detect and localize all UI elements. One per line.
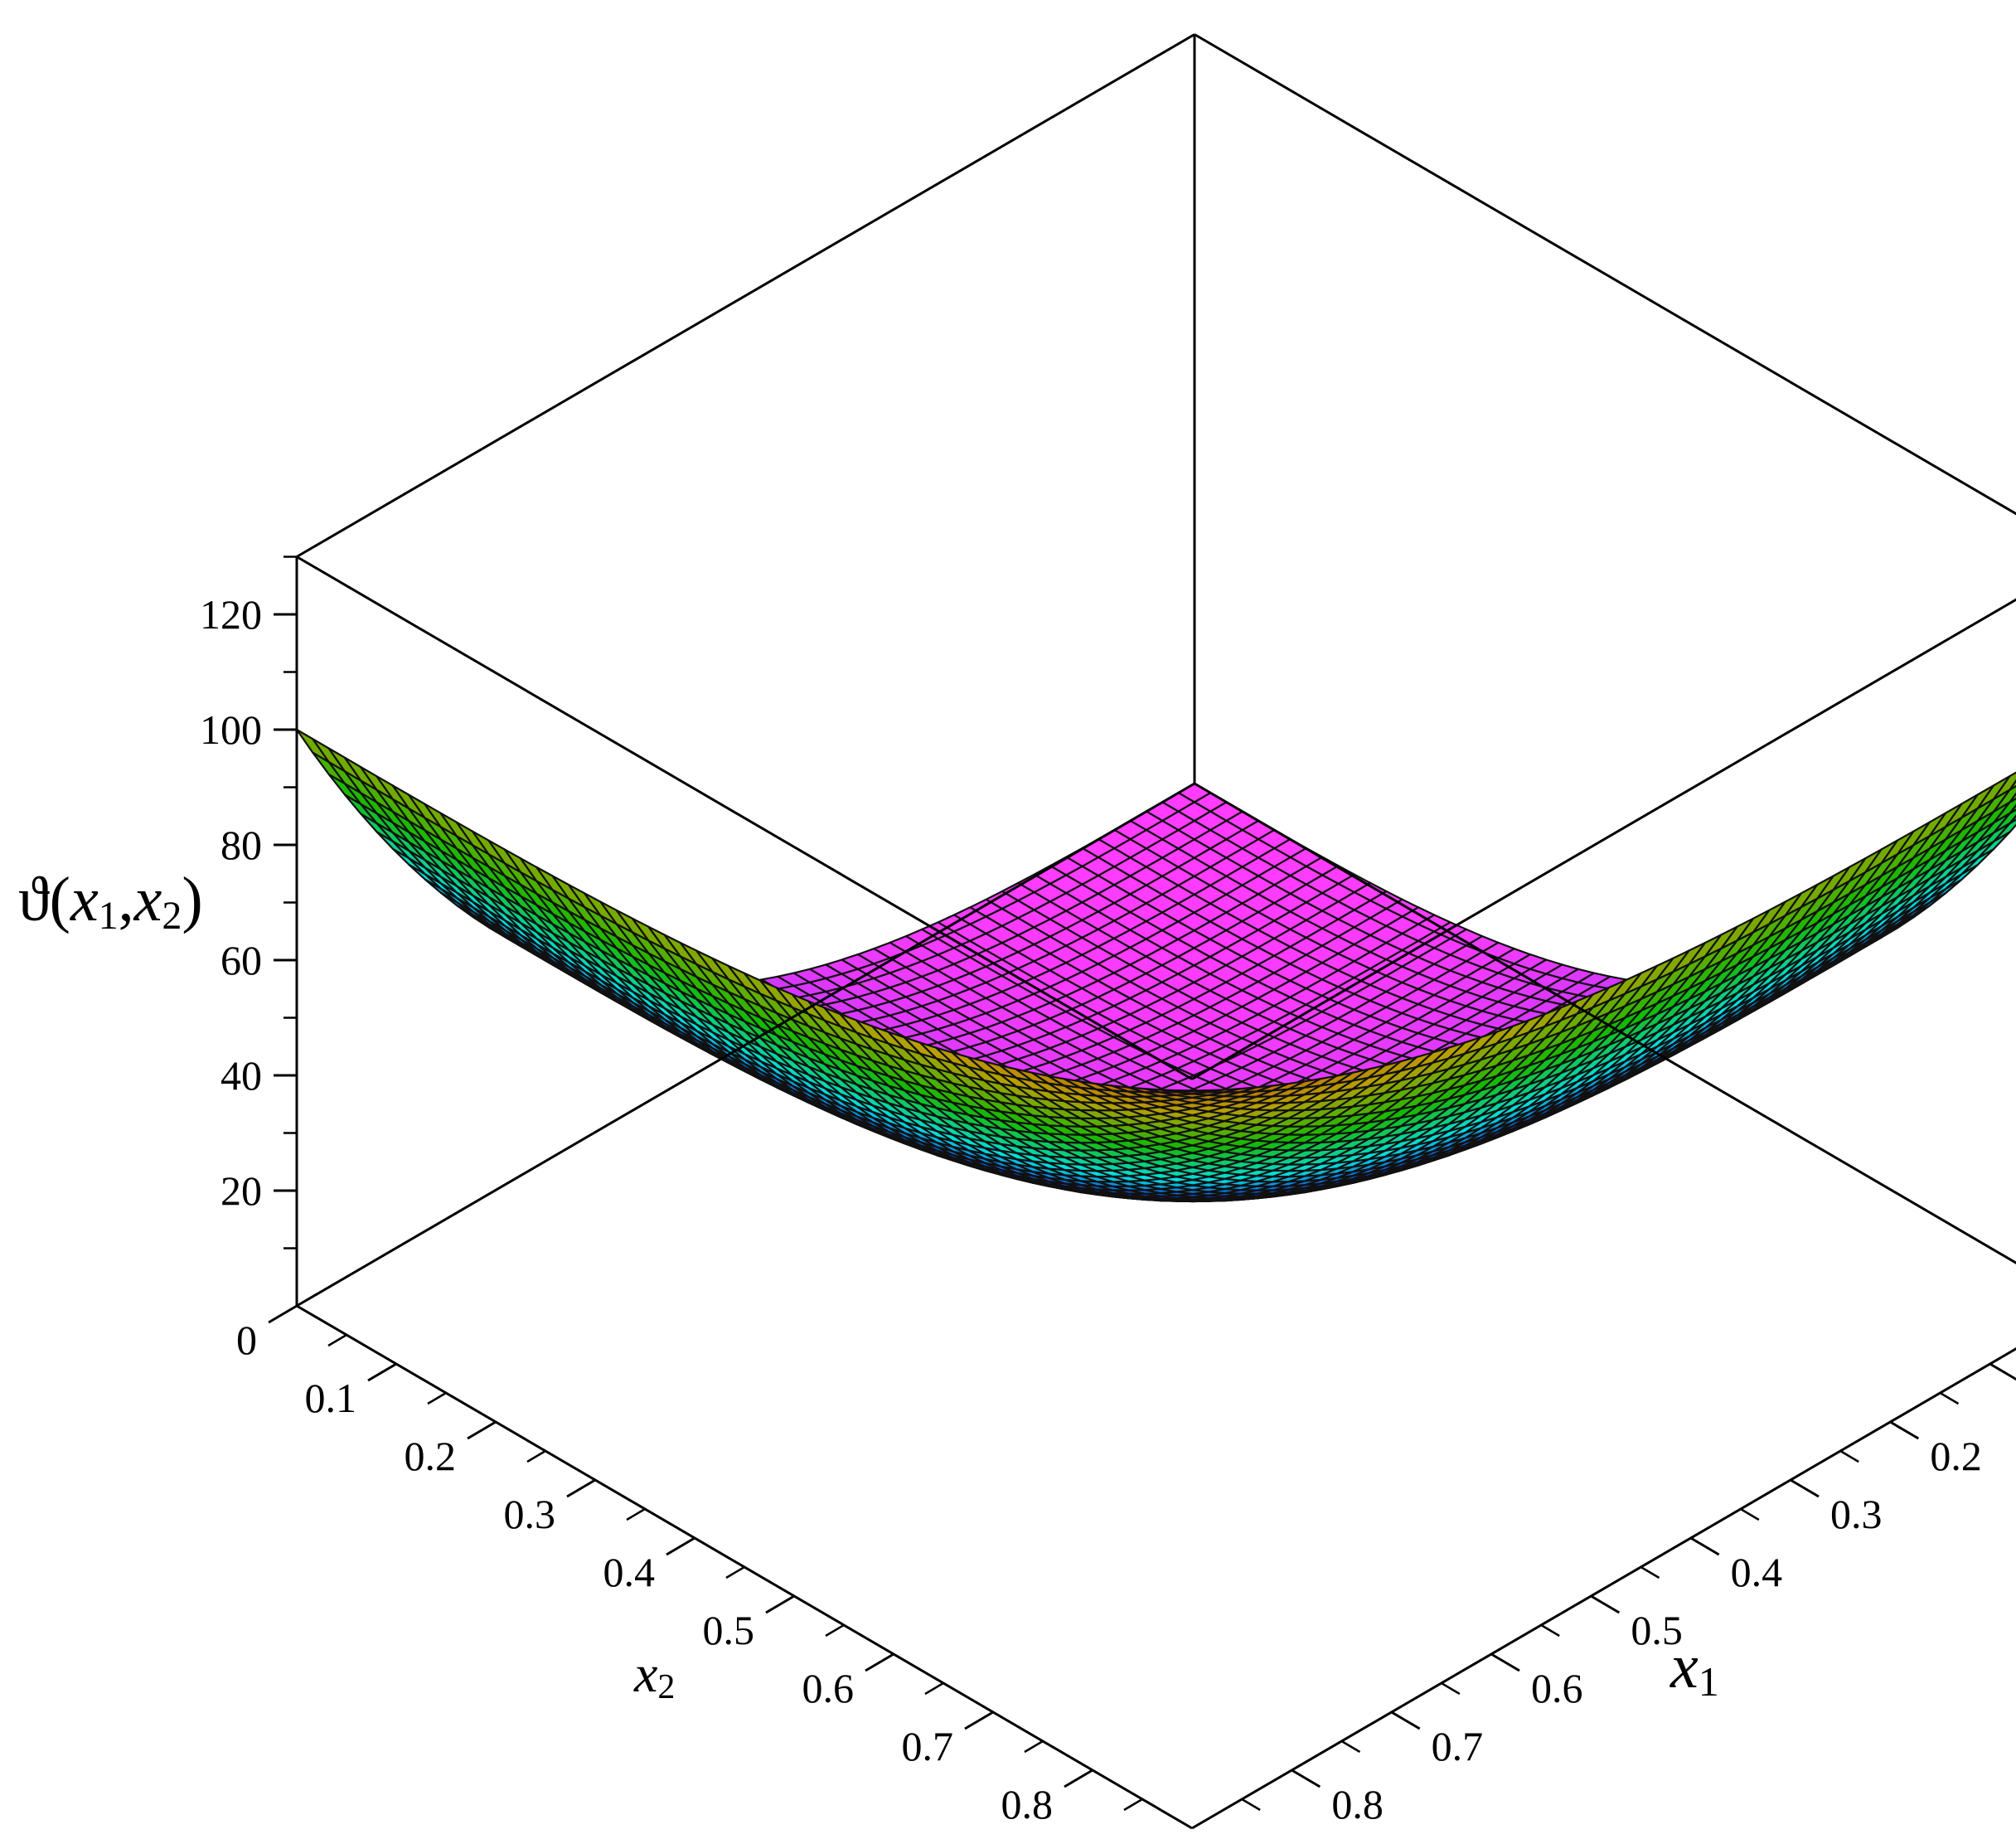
x2-tick-label: 0.6 — [802, 1665, 855, 1711]
x1-tick-mark — [1790, 1478, 1820, 1498]
z-tick-label: 120 — [200, 591, 262, 638]
x1-axis: 00.10.20.30.40.50.60.70.8 — [1241, 1362, 2016, 1827]
x2-tick-mark — [666, 1536, 695, 1556]
x2-axis-title: x2 — [633, 1644, 675, 1706]
x2-tick-mark — [865, 1652, 894, 1672]
x1-tick-mark — [1490, 1652, 1520, 1672]
x1-tick-label: 0.2 — [1930, 1433, 1982, 1479]
box-edge — [1191, 598, 2016, 1080]
x2-tick-mark — [467, 1420, 497, 1440]
x2-minor-tick — [725, 1565, 745, 1579]
x2-minor-tick — [427, 1391, 447, 1405]
x1-tick-mark — [1590, 1594, 1621, 1614]
x2-tick-label: 0 — [236, 1317, 257, 1363]
x2-tick-mark — [367, 1362, 397, 1382]
x1-axis-title-sub: 1 — [1699, 1658, 1719, 1705]
box-edge — [296, 33, 1195, 558]
box-edge — [1194, 33, 2016, 516]
x1-minor-tick — [1540, 1623, 1560, 1638]
x1-minor-tick — [1340, 1740, 1361, 1754]
x2-tick-label: 0.8 — [1001, 1781, 1054, 1827]
z-axis-title-var1: x — [70, 865, 99, 934]
x2-tick-label: 0.5 — [703, 1607, 755, 1653]
x1-axis-title: x1 — [1670, 1632, 1719, 1705]
box-edge — [296, 782, 1195, 1308]
z-axis-title-var2: x — [133, 865, 162, 934]
x2-tick-label: 0.1 — [305, 1375, 357, 1421]
x2-tick-label: 0.2 — [405, 1433, 457, 1479]
x1-minor-tick — [1441, 1681, 1461, 1696]
z-axis: 20 40 60 80 100 120 — [200, 556, 297, 1249]
x1-tick-label: 0.5 — [1631, 1607, 1683, 1653]
x1-tick-label: 0.7 — [1432, 1723, 1484, 1769]
z-axis-title-func: ϑ( — [18, 865, 70, 934]
x2-minor-tick — [1024, 1740, 1044, 1754]
x1-tick-mark — [1390, 1710, 1421, 1730]
z-tick-label: 40 — [220, 1052, 262, 1099]
box-edge — [296, 556, 1193, 1080]
x1-tick-mark — [1291, 1769, 1321, 1788]
z-axis-title-close: ) — [182, 865, 202, 934]
z-axis-title: ϑ(x1,x2) — [18, 865, 203, 938]
x2-axis: 0 0.1 0.2 0.3 0.4 0.5 0.6 0.7 0.8 — [236, 1304, 1143, 1827]
x1-tick-label: 0.6 — [1531, 1665, 1583, 1711]
x1-minor-tick — [1740, 1507, 1760, 1521]
x2-tick-mark — [964, 1710, 994, 1730]
x2-tick-label: 0.4 — [603, 1549, 656, 1595]
z-axis-title-sub2: 2 — [162, 894, 182, 938]
z-tick-label: 20 — [220, 1167, 262, 1214]
x1-tick-label: 0.3 — [1830, 1491, 1883, 1537]
x2-minor-tick — [924, 1681, 944, 1696]
x1-minor-tick — [1839, 1449, 1859, 1463]
x1-tick-label: 0.4 — [1731, 1549, 1783, 1595]
x1-tick-mark — [1989, 1362, 2016, 1381]
x1-minor-tick — [1939, 1391, 1960, 1405]
x2-axis-title-var: x — [633, 1644, 657, 1703]
box-edge — [1191, 1347, 2016, 1830]
x2-minor-tick — [825, 1623, 845, 1638]
x1-tick-mark — [1889, 1420, 1920, 1440]
x2-tick-mark — [765, 1594, 795, 1614]
box-edge — [1194, 782, 2016, 1264]
x1-minor-tick — [1241, 1798, 1261, 1812]
x2-axis-title-sub: 2 — [657, 1668, 675, 1706]
x2-minor-tick — [327, 1333, 347, 1347]
x2-minor-tick — [626, 1507, 646, 1521]
x2-tick-label: 0.3 — [504, 1491, 556, 1537]
z-tick-label: 80 — [220, 822, 262, 868]
x2-tick-mark — [566, 1478, 596, 1498]
x2-tick-label: 0.7 — [902, 1723, 954, 1769]
surface-cell — [1175, 1089, 1209, 1093]
x2-minor-tick — [526, 1449, 546, 1463]
x2-minor-tick — [1123, 1798, 1143, 1812]
x2-tick-mark — [1064, 1769, 1093, 1788]
z-tick-label: 100 — [200, 706, 262, 753]
x1-tick-label: 0.8 — [1331, 1781, 1384, 1827]
z-tick-label: 60 — [220, 937, 262, 983]
z-axis-title-sub1: 1 — [99, 894, 119, 938]
x1-tick-mark — [1689, 1536, 1720, 1556]
z-axis-title-comma: , — [119, 865, 134, 934]
x1-axis-title-var: x — [1670, 1632, 1699, 1701]
x2-tick-mark — [268, 1304, 298, 1324]
x1-minor-tick — [1640, 1565, 1660, 1579]
surface-mesh — [295, 728, 2016, 1203]
